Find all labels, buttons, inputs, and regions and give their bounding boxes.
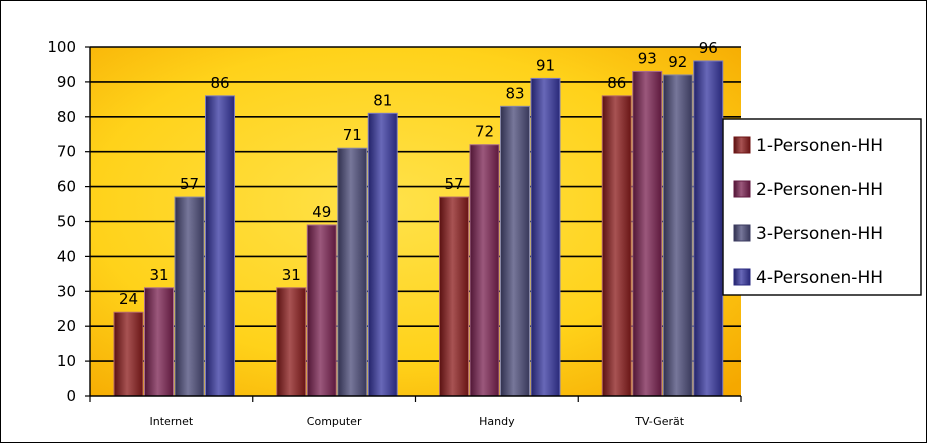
data-labels: 24 31 57 86 31 49 71 81 57 72 83 91 86 93 92 96	[119, 39, 718, 308]
data-label: 93	[638, 49, 657, 67]
bar	[306, 224, 337, 397]
x-category-label: Computer	[307, 415, 362, 428]
data-label: 57	[444, 175, 463, 193]
bar	[144, 287, 174, 397]
bars	[113, 60, 724, 397]
bar	[662, 74, 693, 397]
bar	[530, 77, 561, 397]
y-tick-label: 70	[57, 143, 76, 161]
bar	[439, 196, 469, 397]
legend: 1-Personen-HH 2-Personen-HH 3-Personen-HH 4…	[722, 118, 922, 296]
y-tick-label: 50	[57, 213, 76, 231]
data-label: 71	[343, 126, 362, 144]
y-tick-label: 0	[66, 387, 76, 405]
bar	[367, 112, 398, 397]
bar	[276, 287, 307, 397]
bar	[469, 144, 500, 397]
data-label: 86	[210, 74, 229, 92]
y-tick-label: 40	[57, 247, 76, 265]
y-tick-label: 30	[57, 282, 76, 300]
data-label: 81	[373, 91, 392, 109]
x-category-label: Handy	[479, 415, 515, 428]
y-tick-label: 20	[57, 317, 76, 335]
legend-label: 2-Personen-HH	[756, 180, 883, 200]
data-label: 96	[699, 39, 718, 57]
y-tick-label: 80	[57, 108, 76, 126]
legend-swatch	[733, 268, 751, 286]
y-tick-label: 10	[57, 352, 76, 370]
data-label: 57	[180, 175, 199, 193]
legend-swatch	[733, 180, 751, 198]
data-label: 49	[312, 203, 331, 221]
bar	[632, 70, 663, 397]
data-label: 24	[119, 290, 138, 308]
bar	[337, 147, 368, 397]
bar	[174, 196, 205, 397]
data-label: 72	[475, 123, 494, 141]
bar	[601, 95, 632, 397]
x-axis-categories: Internet Computer Handy TV-Gerät	[89, 396, 742, 428]
legend-label: 3-Personen-HH	[756, 224, 883, 244]
legend-swatch	[733, 224, 751, 242]
legend-label: 4-Personen-HH	[756, 268, 883, 288]
y-tick-label: 60	[57, 178, 76, 196]
data-label: 91	[536, 56, 555, 74]
legend-box	[722, 118, 922, 296]
y-tick-label: 100	[47, 38, 76, 56]
bar	[205, 95, 235, 397]
data-label: 31	[149, 266, 168, 284]
legend-label: 1-Personen-HH	[756, 136, 883, 156]
data-label: 31	[282, 266, 301, 284]
legend-swatch	[733, 136, 751, 154]
data-label: 83	[505, 84, 524, 102]
data-label: 86	[607, 74, 626, 92]
y-tick-label: 90	[57, 73, 76, 91]
bar	[113, 311, 144, 397]
y-axis-ticks: 0 10 20 30 40 50 60 70 80 90 100	[47, 38, 90, 405]
x-category-label: Internet	[150, 415, 194, 428]
x-category-label: TV-Gerät	[634, 415, 685, 428]
bar	[500, 105, 530, 397]
bar	[693, 60, 724, 397]
data-label: 92	[668, 53, 687, 71]
